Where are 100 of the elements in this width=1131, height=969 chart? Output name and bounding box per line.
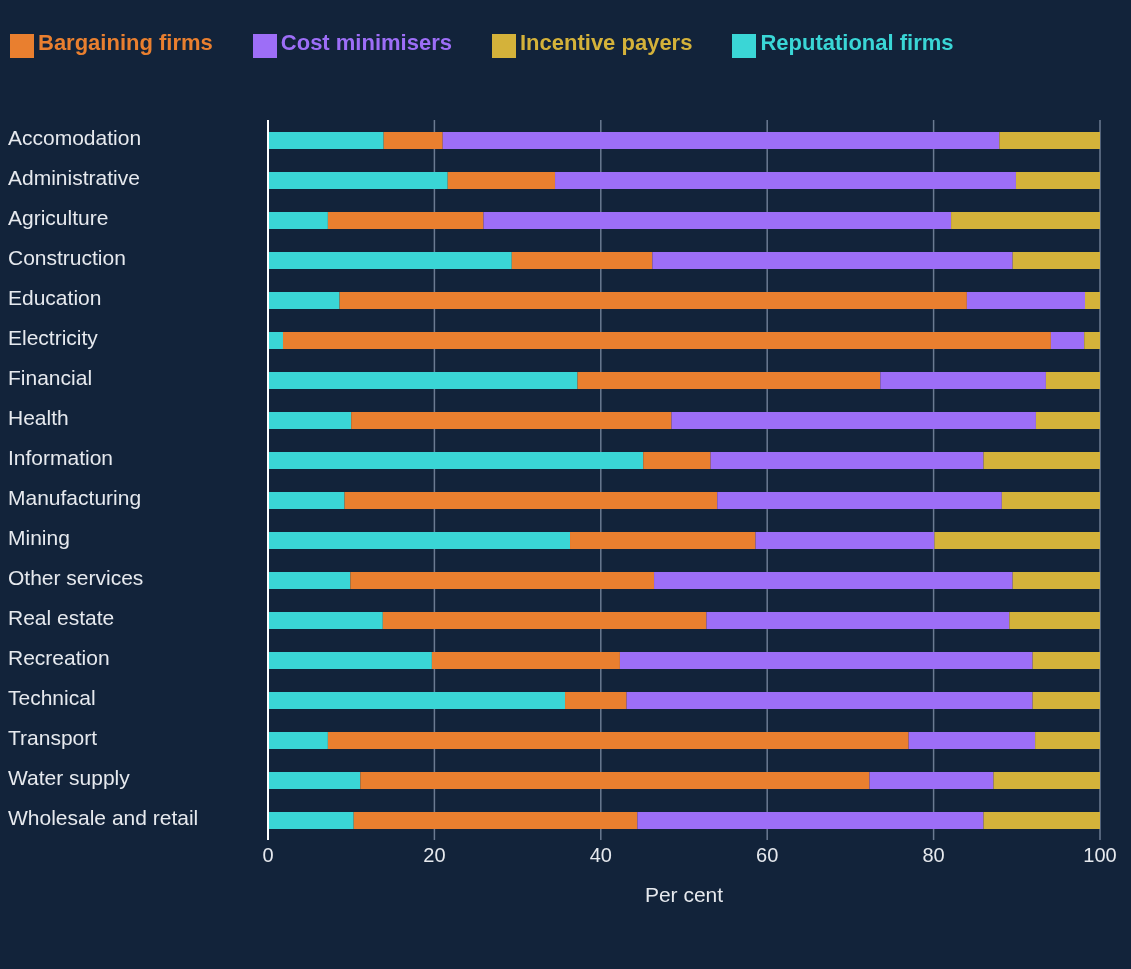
bar (1012, 572, 1100, 589)
y-tick-label: Water supply (8, 766, 131, 789)
y-tick-label: Wholesale and retail (8, 806, 199, 829)
bar (282, 332, 1051, 349)
bar (565, 692, 627, 709)
y-tick-label: Electricity (8, 326, 99, 349)
bar (652, 252, 1013, 269)
y-tick-label: Financial (8, 366, 93, 389)
bar (351, 412, 672, 429)
bar (268, 732, 328, 749)
bar (966, 292, 1086, 309)
bar (999, 132, 1100, 149)
y-tick-label: Manufacturing (8, 486, 142, 509)
legend-label: Incentive payers (519, 30, 693, 55)
bar (983, 452, 1100, 469)
bar (268, 492, 345, 509)
bar (511, 252, 653, 269)
bar (327, 212, 484, 229)
bar (268, 692, 566, 709)
bar (350, 572, 655, 589)
y-tick-label: Mining (8, 526, 70, 549)
bar (268, 172, 448, 189)
y-tick-label: Technical (8, 686, 96, 709)
bar (268, 412, 352, 429)
x-tick-label: 100 (1083, 844, 1117, 867)
bar (555, 172, 1016, 189)
bar (671, 412, 1036, 429)
bar (654, 572, 1013, 589)
bar (1085, 292, 1100, 309)
bar (1032, 652, 1100, 669)
bar (268, 332, 283, 349)
bar (619, 652, 1033, 669)
y-tick-label: Health (8, 406, 69, 429)
y-tick-label: Recreation (8, 646, 110, 669)
legend-label: Cost minimisers (280, 30, 452, 55)
y-tick-label: Agriculture (8, 206, 109, 229)
x-tick-label: 80 (922, 844, 945, 867)
bar (339, 292, 967, 309)
bar (268, 532, 571, 549)
bar (327, 732, 909, 749)
bar (626, 692, 1033, 709)
bar (268, 772, 361, 789)
bar (1045, 372, 1100, 389)
bar (643, 452, 711, 469)
legend-label: Bargaining firms (38, 30, 213, 55)
bar (880, 372, 1046, 389)
bar (268, 812, 354, 829)
y-tick-label: Construction (8, 246, 126, 269)
bar (268, 212, 328, 229)
bar (382, 612, 707, 629)
bar (1050, 332, 1085, 349)
bar (268, 452, 644, 469)
bar (344, 492, 718, 509)
bar (268, 252, 512, 269)
y-tick-label: Information (8, 446, 114, 469)
bar (483, 212, 952, 229)
bar (1084, 332, 1100, 349)
bar (353, 812, 638, 829)
bar (706, 612, 1010, 629)
bar (570, 532, 756, 549)
bar (383, 132, 443, 149)
bar (1035, 412, 1100, 429)
bar (637, 812, 984, 829)
x-tick-label: 0 (262, 844, 274, 867)
bar (268, 612, 383, 629)
y-tick-label: Education (8, 286, 102, 309)
bar (908, 732, 1036, 749)
bar (268, 572, 351, 589)
bar (1015, 172, 1100, 189)
y-tick-label: Other services (8, 566, 144, 589)
bar (717, 492, 1002, 509)
x-tick-label: 60 (756, 844, 779, 867)
x-tick-label: 40 (589, 844, 612, 867)
bar (268, 132, 384, 149)
bar (577, 372, 881, 389)
bar (268, 652, 432, 669)
bar (1001, 492, 1100, 509)
bar (268, 372, 578, 389)
bar (710, 452, 984, 469)
bar (934, 532, 1100, 549)
bar (755, 532, 935, 549)
bar (951, 212, 1100, 229)
bar (1009, 612, 1100, 629)
x-axis-title: Per cent (644, 883, 724, 906)
bar (447, 172, 556, 189)
bar (442, 132, 1000, 149)
bar (983, 812, 1100, 829)
bar (1035, 732, 1100, 749)
x-tick-label: 20 (423, 844, 446, 867)
y-tick-label: Accomodation (8, 126, 142, 149)
bar (268, 292, 340, 309)
bar (993, 772, 1100, 789)
bar (360, 772, 870, 789)
y-tick-label: Real estate (8, 606, 115, 629)
bar (1032, 692, 1100, 709)
bar (869, 772, 994, 789)
y-tick-label: Administrative (8, 166, 140, 189)
bar (1012, 252, 1100, 269)
bar (431, 652, 620, 669)
legend-label: Reputational firms (760, 30, 954, 55)
